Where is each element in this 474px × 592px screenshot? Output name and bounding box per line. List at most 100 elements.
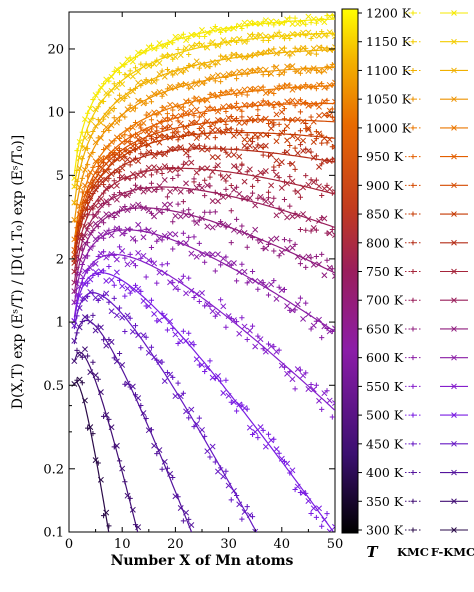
legend-fkmc-marker [451,10,457,16]
kmc-point [196,415,202,421]
fkmc-point [82,268,88,275]
fkmc-point [230,163,237,170]
fkmc-point [204,97,211,104]
kmc-point [170,107,176,113]
series-1000K [71,79,335,243]
kmc-point [196,33,202,39]
fkmc-point [103,124,110,131]
fkmc-point [129,88,136,95]
kmc-point [79,261,85,268]
fkmc-point [177,338,184,344]
kmc-point [143,48,149,54]
kmc-point [233,318,240,325]
fkmc-point [278,20,285,27]
kmc-point [196,298,202,305]
fkmc-point [209,59,216,66]
kmc-point [313,227,319,233]
kmc-point [249,138,256,145]
kmc-point [175,46,181,53]
kmc-point [228,25,234,31]
kmc-point [292,241,298,247]
series-800K [71,138,335,266]
fkmc-point [268,18,275,25]
fkmc-point [332,325,335,332]
legend-label: 300 K [366,523,404,538]
kmc-point [207,145,213,151]
fkmc-point [177,188,184,195]
kmc-point [335,187,340,192]
fkmc-point [124,175,131,182]
kmc-point [106,127,112,134]
fkmc-point [230,487,237,494]
kmc-point [218,378,224,384]
kmc-point [132,65,139,71]
kmc-point [324,97,330,104]
kmc-point [244,118,250,125]
fkmc-point [156,119,163,126]
y-tick-label: 20 [47,42,64,57]
fkmc-point [151,137,158,144]
kmc-point [244,23,250,29]
kmc-point [95,460,101,466]
kmc-point [244,92,250,98]
fkmc-point [129,170,136,177]
fkmc-point [87,264,94,271]
kmc-point [122,132,128,138]
kmc-point [244,132,250,138]
kmc-point [324,112,330,119]
kmc-point [143,205,149,211]
fkmc-point [278,70,285,77]
fkmc-point [246,52,253,59]
fkmc-point [230,70,237,77]
fkmc-point [268,200,275,207]
fkmc-point [326,186,333,193]
kmc-point [132,238,139,244]
kmc-point [90,149,96,156]
fkmc-point [124,149,131,156]
fkmc-point [220,390,227,396]
kmc-point [297,128,304,134]
kmc-point [233,408,240,414]
kmc-point [186,275,192,281]
fkmc-point [135,185,142,192]
fkmc-point [268,33,275,40]
fkmc-point [273,235,280,242]
fkmc-point [230,186,237,193]
series-850K [71,120,335,263]
fkmc-point [230,116,237,123]
kmc-point [233,184,240,190]
fkmc-point [199,80,205,86]
fkmc-point [273,171,280,178]
fkmc-point [103,211,110,218]
kmc-point [186,35,192,41]
fkmc-point [278,159,285,166]
fkmc-point [129,328,136,335]
fkmc-point [199,215,205,222]
kmc-point [287,15,293,21]
fkmc-point [177,133,184,140]
fkmc-point [300,137,307,144]
fkmc-point [300,100,307,107]
fkmc-line [73,229,335,333]
fkmc-point [145,257,152,264]
fkmc-point [140,410,147,417]
fkmc-point [246,67,253,74]
legend-label: 850 K [366,207,404,222]
fkmc-point [177,105,184,112]
kmc-point [218,172,224,178]
series-350K [71,346,142,532]
fkmc-point [193,81,200,88]
kmc-point [260,152,266,158]
fkmc-point [316,163,322,170]
fkmc-point [87,288,94,295]
legend-kmc-marker [410,39,416,45]
kmc-point [276,83,282,89]
kmc-point [329,106,335,112]
fkmc-point [294,301,301,308]
fkmc-point [294,116,301,123]
kmc-point [148,180,155,186]
fkmc-point [140,205,147,212]
kmc-point [255,135,261,141]
kmc-point [148,244,155,251]
kmc-point [116,117,123,123]
